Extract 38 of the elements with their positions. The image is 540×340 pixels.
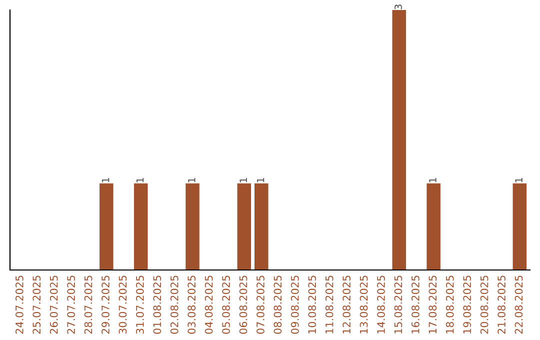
x-tick-label: 08.08.2025 xyxy=(274,276,282,334)
x-tick-label: 21.08.2025 xyxy=(498,276,506,334)
x-tick-label: 18.08.2025 xyxy=(446,276,454,334)
x-tick-label: 20.08.2025 xyxy=(480,276,488,334)
data-label: 1 xyxy=(240,178,247,182)
x-tick-label: 06.08.2025 xyxy=(239,276,248,334)
x-tick-label: 12.08.2025 xyxy=(342,276,351,334)
x-tick-label: 16.08.2025 xyxy=(412,276,420,334)
x-tick-label: 29.07.2025 xyxy=(102,276,110,334)
data-label: 1 xyxy=(256,178,264,182)
x-tick-label: 26.07.2025 xyxy=(50,276,58,334)
x-tick-label: 11.08.2025 xyxy=(325,276,334,334)
x-tick-label: 04.08.2025 xyxy=(204,276,213,334)
x-tick-label: 10.08.2025 xyxy=(308,276,316,334)
x-tick-label: 19.08.2025 xyxy=(463,276,472,334)
x-tick-label: 01.08.2025 xyxy=(153,276,162,334)
x-tick-label: 17.08.2025 xyxy=(428,276,437,334)
x-tick-label: 24.07.2025 xyxy=(15,276,24,334)
data-label: 3 xyxy=(394,4,402,10)
x-tick-label: 02.08.2025 xyxy=(170,276,178,334)
x-tick-label: 27.07.2025 xyxy=(67,276,76,334)
x-tick-label: 25.07.2025 xyxy=(32,276,41,334)
data-label: 1 xyxy=(515,178,522,182)
x-tick-label: 30.07.2025 xyxy=(118,276,127,334)
x-tick-label: 31.07.2025 xyxy=(136,276,144,334)
x-tick-label: 03.08.2025 xyxy=(188,276,196,334)
data-label: 1 xyxy=(188,178,196,182)
x-tick-label: 28.07.2025 xyxy=(84,276,92,334)
data-label: 1 xyxy=(102,178,110,182)
x-tick-label: 07.08.2025 xyxy=(256,276,264,334)
x-tick-label: 15.08.2025 xyxy=(394,276,402,334)
x-tick-label: 14.08.2025 xyxy=(377,276,385,334)
x-tick-label: 22.08.2025 xyxy=(514,276,523,334)
data-label: 1 xyxy=(429,178,436,182)
x-tick-label: 05.08.2025 xyxy=(222,276,230,334)
x-tick-label: 09.08.2025 xyxy=(290,276,299,334)
data-label: 1 xyxy=(136,178,144,182)
x-tick-label: 13.08.2025 xyxy=(360,276,368,334)
